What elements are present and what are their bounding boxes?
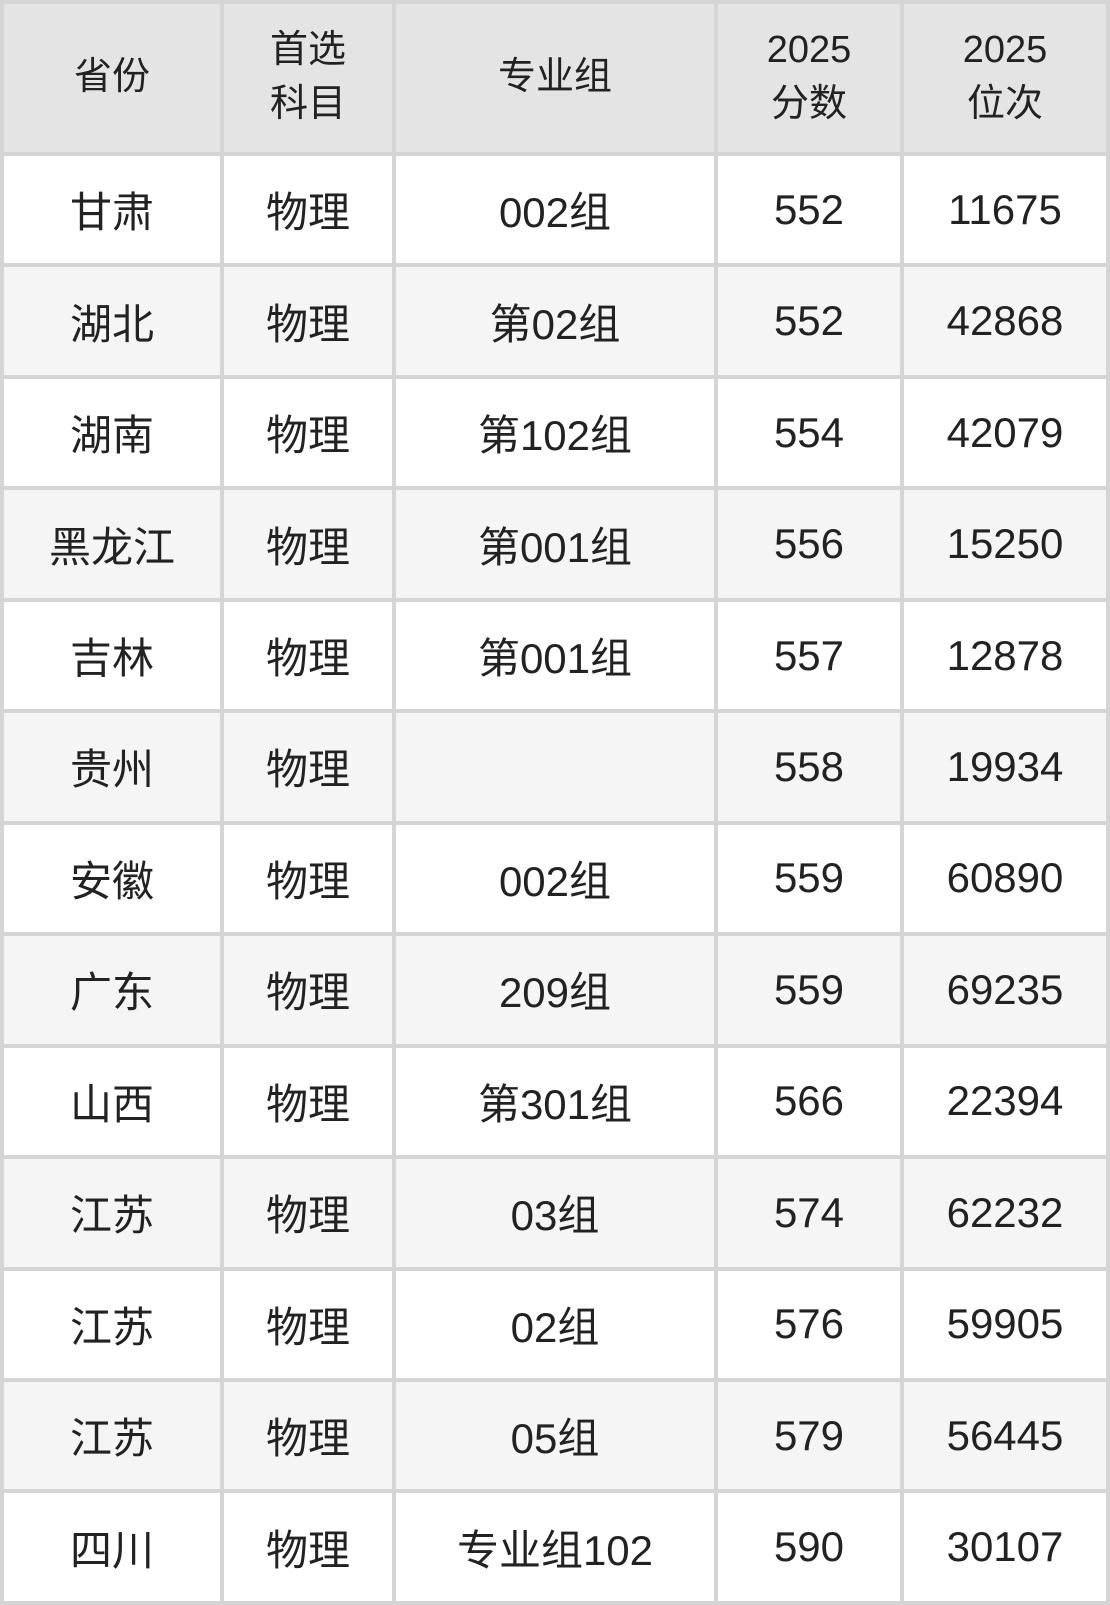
cell-score: 554: [718, 378, 900, 487]
cell-rank: 60890: [904, 824, 1106, 933]
table-row: 江苏 物理 05组 579 56445: [4, 1381, 1106, 1490]
cell-score: 552: [718, 156, 900, 264]
cell-rank: 22394: [904, 1047, 1106, 1156]
col-header-rank-2025: 2025 位次: [904, 4, 1106, 152]
header-row: 省份 首选 科目 专业组 2025 分数 2025 位次: [4, 4, 1106, 152]
cell-province: 广东: [4, 936, 220, 1044]
col-header-subject: 首选 科目: [224, 4, 392, 152]
cell-major-group: 002组: [396, 156, 714, 264]
table-row: 四川 物理 专业组102 590 30107: [4, 1493, 1106, 1601]
table-row: 安徽 物理 002组 559 60890: [4, 824, 1106, 933]
cell-major-group: 第02组: [396, 267, 714, 375]
cell-rank: 30107: [904, 1493, 1106, 1601]
table-row: 吉林 物理 第001组 557 12878: [4, 601, 1106, 710]
cell-subject: 物理: [224, 156, 392, 264]
cell-score: 559: [718, 936, 900, 1044]
cell-province: 湖北: [4, 267, 220, 375]
table-header: 省份 首选 科目 专业组 2025 分数 2025 位次: [4, 4, 1106, 152]
cell-major-group: 05组: [396, 1381, 714, 1490]
cell-rank: 12878: [904, 601, 1106, 710]
cell-major-group: 第301组: [396, 1047, 714, 1156]
cell-province: 黑龙江: [4, 490, 220, 598]
table-row: 广东 物理 209组 559 69235: [4, 936, 1106, 1044]
cell-rank: 62232: [904, 1159, 1106, 1267]
cell-subject: 物理: [224, 1270, 392, 1378]
table-row: 山西 物理 第301组 566 22394: [4, 1047, 1106, 1156]
table-row: 黑龙江 物理 第001组 556 15250: [4, 490, 1106, 598]
table-row: 甘肃 物理 002组 552 11675: [4, 156, 1106, 264]
cell-major-group: 第102组: [396, 378, 714, 487]
cell-province: 安徽: [4, 824, 220, 933]
table-body: 甘肃 物理 002组 552 11675 湖北 物理 第02组 552 4286…: [4, 156, 1106, 1601]
table-row: 江苏 物理 03组 574 62232: [4, 1159, 1106, 1267]
cell-province: 甘肃: [4, 156, 220, 264]
cell-score: 579: [718, 1381, 900, 1490]
cell-rank: 11675: [904, 156, 1106, 264]
cell-province: 山西: [4, 1047, 220, 1156]
cell-rank: 42079: [904, 378, 1106, 487]
cell-subject: 物理: [224, 1159, 392, 1267]
cell-province: 贵州: [4, 713, 220, 821]
col-header-major-group: 专业组: [396, 4, 714, 152]
cell-province: 江苏: [4, 1381, 220, 1490]
cell-subject: 物理: [224, 1493, 392, 1601]
cell-score: 552: [718, 267, 900, 375]
cell-rank: 69235: [904, 936, 1106, 1044]
cell-province: 吉林: [4, 601, 220, 710]
cell-major-group: 209组: [396, 936, 714, 1044]
table-row: 湖北 物理 第02组 552 42868: [4, 267, 1106, 375]
cell-score: 558: [718, 713, 900, 821]
cell-subject: 物理: [224, 713, 392, 821]
table-row: 贵州 物理 558 19934: [4, 713, 1106, 821]
cell-score: 576: [718, 1270, 900, 1378]
cell-province: 四川: [4, 1493, 220, 1601]
cell-province: 湖南: [4, 378, 220, 487]
cell-score: 566: [718, 1047, 900, 1156]
cell-major-group: [396, 713, 714, 821]
cell-score: 590: [718, 1493, 900, 1601]
col-header-province: 省份: [4, 4, 220, 152]
cell-major-group: 第001组: [396, 601, 714, 710]
cell-major-group: 专业组102: [396, 1493, 714, 1601]
cell-subject: 物理: [224, 824, 392, 933]
cell-subject: 物理: [224, 1381, 392, 1490]
cell-major-group: 03组: [396, 1159, 714, 1267]
cell-rank: 19934: [904, 713, 1106, 821]
cell-rank: 42868: [904, 267, 1106, 375]
table-row: 湖南 物理 第102组 554 42079: [4, 378, 1106, 487]
cell-subject: 物理: [224, 490, 392, 598]
cell-score: 574: [718, 1159, 900, 1267]
cell-subject: 物理: [224, 378, 392, 487]
cell-rank: 56445: [904, 1381, 1106, 1490]
cell-rank: 15250: [904, 490, 1106, 598]
cell-rank: 59905: [904, 1270, 1106, 1378]
cell-major-group: 02组: [396, 1270, 714, 1378]
cell-major-group: 第001组: [396, 490, 714, 598]
cell-subject: 物理: [224, 936, 392, 1044]
table-row: 江苏 物理 02组 576 59905: [4, 1270, 1106, 1378]
cell-major-group: 002组: [396, 824, 714, 933]
cell-subject: 物理: [224, 267, 392, 375]
cell-score: 556: [718, 490, 900, 598]
cell-score: 557: [718, 601, 900, 710]
cell-subject: 物理: [224, 1047, 392, 1156]
cell-subject: 物理: [224, 601, 392, 710]
cell-province: 江苏: [4, 1270, 220, 1378]
col-header-score-2025: 2025 分数: [718, 4, 900, 152]
cell-score: 559: [718, 824, 900, 933]
cell-province: 江苏: [4, 1159, 220, 1267]
